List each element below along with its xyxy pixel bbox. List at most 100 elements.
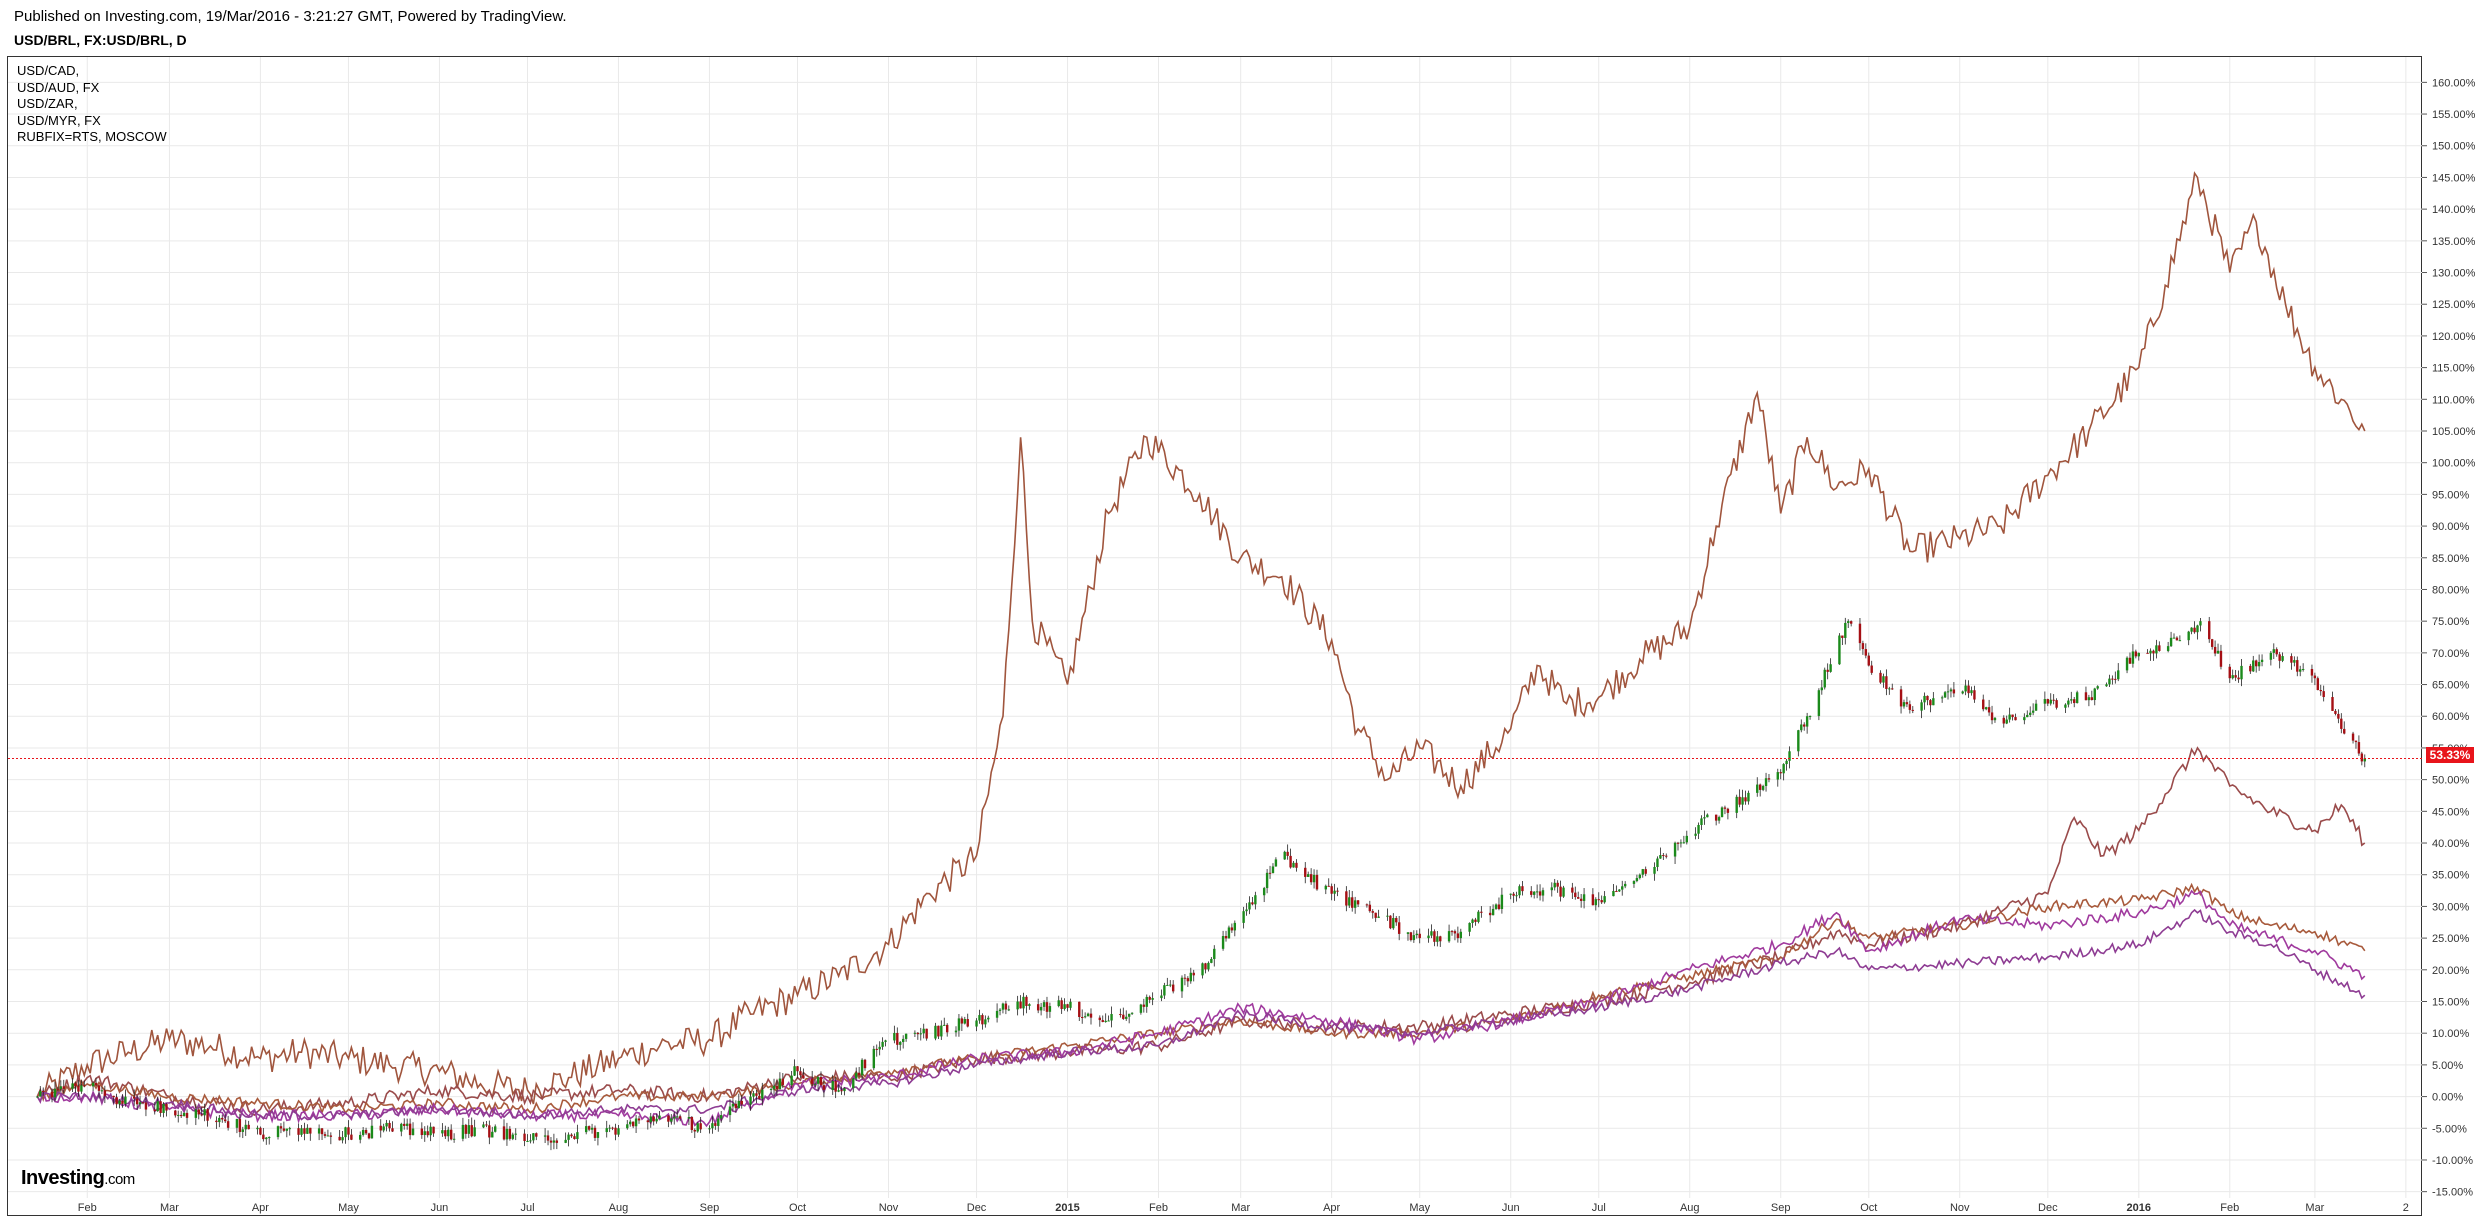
candle-body (505, 1128, 509, 1140)
y-tick-label: 60.00% (2432, 711, 2470, 723)
candle-body (1306, 874, 1310, 877)
candle-body (2199, 621, 2202, 626)
candle-body (1808, 715, 1812, 717)
candle-body (94, 1082, 98, 1086)
series-line-rubfix (36, 171, 2366, 1105)
candle-body (626, 1124, 629, 1129)
candle-body (1891, 688, 1894, 690)
candle-body (1656, 858, 1659, 867)
candle-body (1735, 796, 1738, 813)
x-tick-label: Mar (2305, 1202, 2324, 1214)
candle-body (282, 1128, 286, 1131)
x-tick-label: May (1409, 1202, 1430, 1214)
candle-body (385, 1122, 388, 1127)
y-tick-label: 15.00% (2432, 996, 2470, 1008)
candle-body (852, 1078, 855, 1089)
candle-body (1166, 984, 1169, 986)
candle-body (1477, 911, 1480, 922)
candle-body (2114, 678, 2117, 680)
candle-body (943, 1024, 946, 1026)
candle-body (875, 1048, 878, 1050)
candle-body (2111, 678, 2114, 680)
candle-body (112, 1095, 115, 1098)
series-line-usdzar (36, 746, 2366, 1117)
candle-body (960, 1018, 964, 1024)
legend-item-usdaud[interactable]: USD/AUD, FX (17, 79, 100, 95)
candle-body (1057, 1000, 1060, 1007)
y-tick-label: 120.00% (2432, 331, 2476, 343)
candle-body (1283, 851, 1286, 860)
y-tick-label: 95.00% (2432, 489, 2470, 501)
candle-body (223, 1119, 227, 1122)
candle-body (1066, 1004, 1069, 1008)
candle-body (2249, 665, 2252, 672)
x-tick-label: Feb (1149, 1202, 1168, 1214)
candle-body (1409, 932, 1413, 941)
candle-body (1632, 881, 1636, 884)
x-tick-label: 2016 (2127, 1202, 2151, 1214)
candle-body (423, 1131, 426, 1136)
candle-body (2073, 699, 2076, 704)
legend-item-usdzar[interactable]: USD/ZAR, (17, 96, 78, 111)
candle-body (391, 1128, 394, 1132)
candle-body (816, 1076, 820, 1084)
candle-body (2275, 649, 2278, 655)
candle-body (1952, 689, 1956, 694)
candle-body (1538, 891, 1542, 896)
candle-body (2234, 675, 2237, 678)
candle-body (728, 1106, 732, 1116)
candle-body (2301, 668, 2305, 670)
candle-body (2146, 652, 2149, 654)
candle-body (1045, 1002, 1049, 1012)
candle-body (115, 1097, 118, 1105)
candle-body (1101, 1020, 1104, 1023)
candle-body (1345, 891, 1348, 906)
legend-item-usdcad[interactable]: USD/CAD, (17, 63, 80, 78)
candle-body (1714, 814, 1718, 821)
candle-body (1110, 1014, 1113, 1021)
candle-body (913, 1032, 917, 1034)
y-axis: -15.00% -10.00% -5.00% 0.00% 5.00% 10.00% 15.0… (2422, 77, 2476, 1199)
candle-body (775, 1085, 779, 1090)
candle-body (1600, 900, 1603, 903)
legend-item-usdmyr[interactable]: USD/MYR, FX (17, 112, 101, 128)
candle-body (535, 1133, 538, 1137)
candle-body (1286, 851, 1289, 856)
candle-body (159, 1101, 162, 1113)
candle-body (975, 1020, 978, 1027)
candle-body (916, 1032, 920, 1035)
x-tick-label: Mar (160, 1202, 179, 1214)
candle-body (1148, 996, 1151, 1000)
candle-body (2254, 660, 2258, 667)
candle-body (1829, 664, 1832, 672)
candle-body (1245, 909, 1248, 912)
candle-body (2002, 717, 2005, 724)
candle-body (39, 1090, 42, 1097)
candle-body (614, 1127, 617, 1135)
candle-body (2219, 650, 2223, 667)
candle-body (1119, 1014, 1122, 1016)
candle-body (2096, 686, 2099, 689)
candle-body (347, 1127, 350, 1135)
candle-body (2231, 675, 2234, 679)
candle-body (1368, 904, 1372, 912)
candle-body (1618, 889, 1621, 892)
candle-body (432, 1126, 435, 1134)
candle-body (893, 1032, 896, 1041)
candle-body (1042, 1002, 1046, 1007)
candle-body (1456, 933, 1460, 939)
x-tick-label: Dec (967, 1202, 987, 1214)
x-tick-label: Sep (700, 1202, 720, 1214)
candle-body (1512, 893, 1515, 896)
candle-body (1990, 712, 1994, 721)
y-tick-label: 100.00% (2432, 458, 2476, 470)
y-tick-label: 145.00% (2432, 172, 2476, 184)
candle-body (1603, 896, 1606, 903)
candle-body (74, 1083, 77, 1087)
candle-body (1521, 886, 1524, 892)
candle-body (1122, 1014, 1125, 1019)
candle-body (1665, 855, 1668, 857)
legend-item-rubfix[interactable]: RUBFIX=RTS, MOSCOW (17, 129, 167, 144)
x-tick-label: Mar (1231, 1202, 1250, 1214)
